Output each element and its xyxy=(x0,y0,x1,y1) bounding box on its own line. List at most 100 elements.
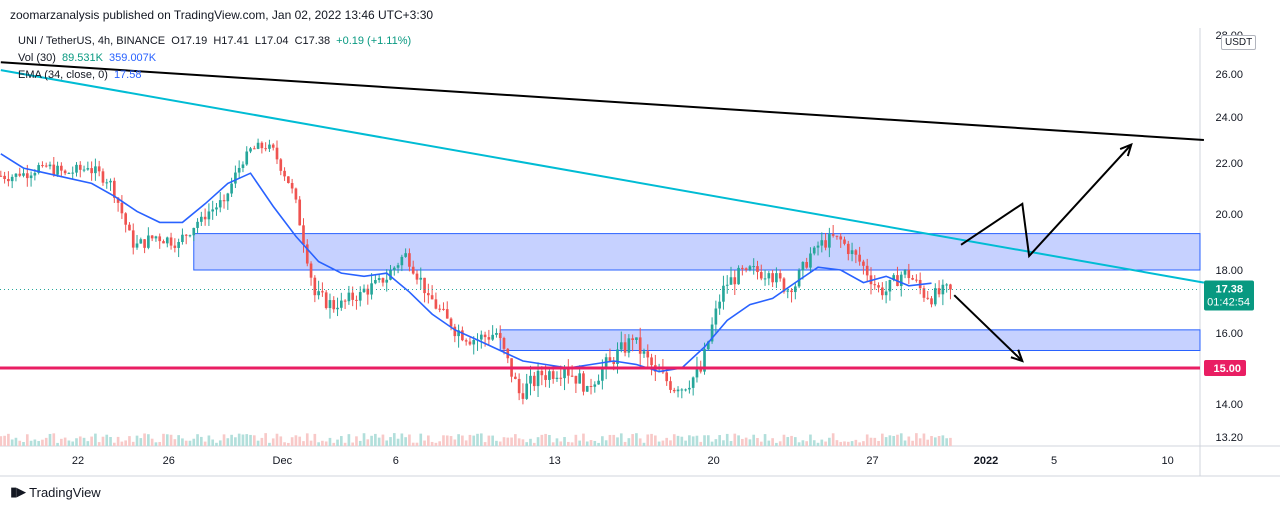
currency-badge[interactable]: USDT xyxy=(1221,35,1257,50)
volume-bar xyxy=(843,441,846,446)
x-tick-label: 2022 xyxy=(974,455,998,467)
volume-bar xyxy=(892,435,896,446)
legend-close: C17.38 xyxy=(294,35,331,47)
candle-body xyxy=(601,368,604,381)
volume-bar xyxy=(94,433,97,446)
volume-bar xyxy=(532,442,536,446)
volume-bar xyxy=(888,435,892,446)
volume-bar xyxy=(899,433,903,446)
volume-bar xyxy=(147,434,150,446)
candle-body xyxy=(472,340,476,345)
volume-bar xyxy=(786,437,790,446)
volume-bar xyxy=(748,439,752,446)
candle-body xyxy=(782,278,786,292)
volume-bar xyxy=(672,434,676,446)
candle-body xyxy=(582,373,585,392)
volume-bar xyxy=(128,436,131,446)
volume-bar xyxy=(56,442,59,446)
volume-bar xyxy=(903,440,907,446)
volume-bar xyxy=(839,441,843,446)
volume-bar xyxy=(287,442,290,446)
candle-body xyxy=(635,337,638,340)
candle-body xyxy=(215,207,218,210)
candle-body xyxy=(820,240,824,246)
candle-body xyxy=(82,169,86,171)
volume-bar xyxy=(820,439,824,446)
volume-bar xyxy=(0,436,3,446)
volume-bar xyxy=(623,441,627,446)
volume-bar xyxy=(427,435,430,446)
candle-body xyxy=(884,291,888,296)
volume-bar xyxy=(389,437,392,446)
volume-bar xyxy=(491,435,494,446)
volume-bar xyxy=(816,442,820,446)
volume-bar xyxy=(78,436,82,446)
footer-brand[interactable]: ▮▶ TradingView xyxy=(10,484,101,500)
volume-bar xyxy=(578,440,581,446)
volume-bar xyxy=(60,438,63,446)
volume-bar xyxy=(14,437,18,446)
volume-bar xyxy=(612,434,616,446)
candle-body xyxy=(3,175,6,180)
legend-ema-row: EMA (34, close, 0) 17.58 xyxy=(18,69,144,81)
y-tick-label: 13.20 xyxy=(1215,432,1243,444)
candle-body xyxy=(759,272,763,279)
candle-body xyxy=(260,142,264,149)
volume-bar xyxy=(744,437,748,446)
volume-bar xyxy=(710,441,714,446)
candle-body xyxy=(619,342,623,350)
candle-body xyxy=(733,277,737,285)
volume-bar xyxy=(162,433,165,446)
candle-body xyxy=(298,199,302,226)
volume-bar xyxy=(10,439,14,446)
candle-body xyxy=(305,244,309,264)
candle-body xyxy=(540,370,544,376)
candle-body xyxy=(775,273,778,283)
volume-bar xyxy=(756,437,759,446)
volume-bar xyxy=(729,441,733,446)
volume-bar xyxy=(661,440,665,446)
candle-body xyxy=(355,299,358,301)
candle-body xyxy=(684,389,687,391)
volume-bar xyxy=(196,434,199,446)
candle-body xyxy=(631,338,634,340)
zones xyxy=(193,233,1201,352)
volume-bar xyxy=(358,440,362,446)
volume-bar xyxy=(536,437,540,446)
volume-bar xyxy=(423,440,426,446)
volume-bar xyxy=(619,433,623,446)
candle-body xyxy=(805,261,808,268)
volume-bar xyxy=(332,442,336,446)
volume-bar xyxy=(669,440,672,446)
candle-body xyxy=(570,375,574,377)
candle-body xyxy=(771,273,774,283)
candle-body xyxy=(703,349,706,372)
candle-body xyxy=(200,216,203,222)
legend-symbol-row: UNI / TetherUS, 4h, BINANCE O17.19 H17.4… xyxy=(18,35,414,47)
volume-bar xyxy=(22,441,25,446)
trendline-cyan xyxy=(0,69,1205,284)
candle-body xyxy=(211,209,215,212)
legend-symbol: UNI / TetherUS, 4h, BINANCE xyxy=(18,35,166,47)
volume-bar xyxy=(101,436,105,446)
candle-body xyxy=(714,308,718,325)
candle-body xyxy=(181,234,184,242)
projection-up-path xyxy=(960,143,1133,259)
candle-body xyxy=(597,380,600,385)
projection-down-path xyxy=(953,294,1024,362)
volume-bar xyxy=(514,434,517,446)
candle-body xyxy=(801,261,805,271)
candle-body xyxy=(831,234,835,236)
candle-body xyxy=(192,227,196,236)
volume-bar xyxy=(135,435,139,446)
candle-body xyxy=(408,253,411,267)
ema-label: EMA (34, close, 0) xyxy=(18,69,108,81)
volume-bar xyxy=(279,436,283,446)
candle-body xyxy=(699,368,703,372)
volume-bar xyxy=(71,441,75,446)
candle-body xyxy=(362,288,366,293)
candle-body xyxy=(252,148,256,150)
candle-body xyxy=(389,270,392,280)
candle-body xyxy=(283,170,286,177)
